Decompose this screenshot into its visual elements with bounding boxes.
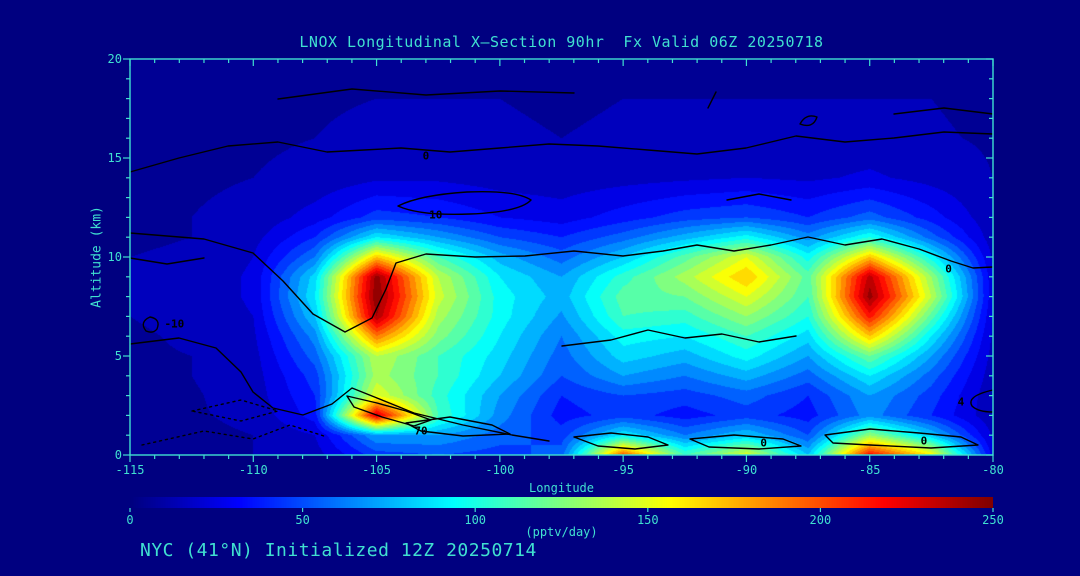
contour-label: 0	[422, 149, 430, 163]
x-tick-label: -95	[612, 463, 634, 477]
y-tick-label: 5	[114, 349, 122, 363]
x-tick-label: -110	[238, 463, 268, 477]
colorbar-units-label: (pptv/day)	[525, 525, 598, 539]
colorbar-tick-label: 200	[809, 513, 832, 527]
x-tick-label: -90	[735, 463, 758, 477]
heatmap-canvas	[130, 59, 993, 455]
contour-label: 70	[414, 424, 428, 438]
colorbar-tick-label: 150	[636, 513, 659, 527]
contour-label: -10	[164, 317, 185, 331]
x-tick-label: -105	[362, 463, 392, 477]
x-tick-label: -85	[858, 463, 881, 477]
x-tick-label: -115	[115, 463, 145, 477]
y-tick-label: 10	[107, 250, 122, 264]
y-tick-label: 15	[107, 151, 122, 165]
x-tick-label: -100	[485, 463, 515, 477]
colorbar-tick-label: 50	[295, 513, 310, 527]
contour-label: 4	[957, 395, 965, 409]
contour-label: 10	[429, 208, 443, 222]
y-tick-label: 0	[114, 448, 122, 462]
colorbar-tick-label: 100	[464, 513, 487, 527]
y-tick-label: 20	[107, 52, 122, 66]
contour-label: 0	[920, 434, 928, 448]
colorbar-tick-label: 250	[982, 513, 1004, 527]
x-axis-title: Longitude	[528, 481, 595, 495]
contour-label: 0	[945, 262, 952, 276]
contour-label: 0	[760, 436, 767, 450]
chart-title: LNOX Longitudinal X—Section 90hr Fx Vali…	[299, 33, 824, 51]
x-tick-label: -80	[982, 463, 1004, 477]
colorbar-gradient	[130, 497, 993, 508]
colorbar-tick-label: 0	[126, 513, 134, 527]
run-info-label: NYC (41°N) Initialized 12Z 20250714	[140, 540, 537, 561]
